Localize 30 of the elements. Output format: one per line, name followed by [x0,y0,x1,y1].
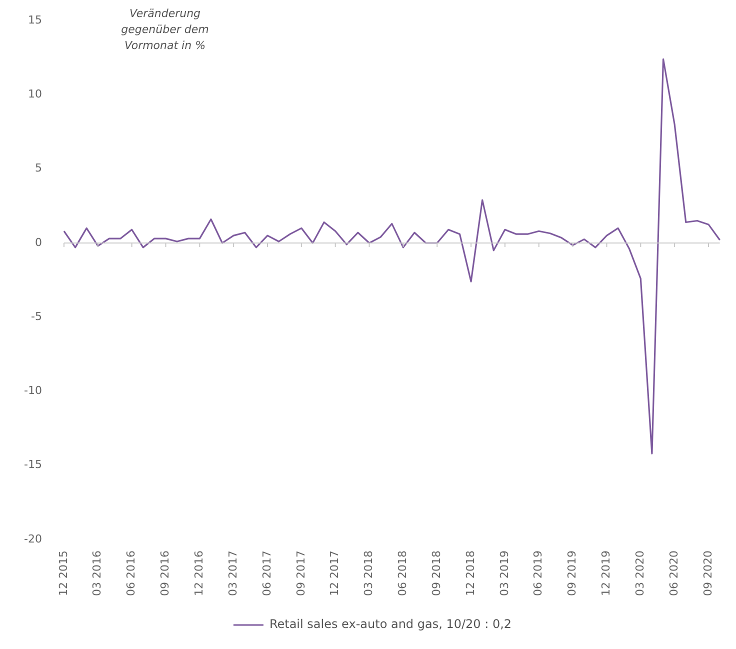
x-tick-label: 06 2020 [667,550,680,596]
x-tick-label: 12 2018 [464,550,477,596]
x-tick-label: 12 2017 [328,550,342,596]
x-tick-label: 03 2017 [226,550,240,596]
y-tick-label: -10 [24,384,42,398]
x-tick-label: 09 2019 [566,550,579,596]
y-tick-label: -5 [31,310,42,323]
x-tick-label: 06 2016 [124,550,138,596]
x-tick-label: 06 2017 [260,550,274,596]
x-tick-label: 09 2016 [158,550,172,596]
y-tick-label: 5 [34,162,42,175]
x-tick-label: 09 2020 [701,550,714,596]
x-tick-label: 03 2018 [362,550,376,596]
x-tick-label: 03 2020 [634,550,647,596]
x-tick-label: 03 2019 [498,550,511,596]
y-tick-label: 10 [28,88,42,101]
legend-label: Retail sales ex-auto and gas, 10/20 : 0,2 [269,617,512,632]
y-tick-label: -15 [24,458,42,472]
y-tick-label: 0 [34,236,42,249]
y-axis-title: Veränderung gegenüber dem Vormonat in % [120,6,210,54]
y-tick-label: 15 [28,13,42,26]
x-tick-label: 12 2016 [192,550,206,596]
x-tick-label: 09 2018 [430,550,443,596]
x-tick-label: 12 2019 [600,550,613,596]
y-tick-label: -20 [24,532,42,546]
x-tick-label: 09 2017 [294,550,308,596]
x-tick-label: 06 2018 [396,550,410,596]
x-tick-label: 06 2019 [532,550,545,596]
x-tick-label: 03 2016 [90,550,104,596]
x-tick-label: 12 2015 [56,550,70,596]
